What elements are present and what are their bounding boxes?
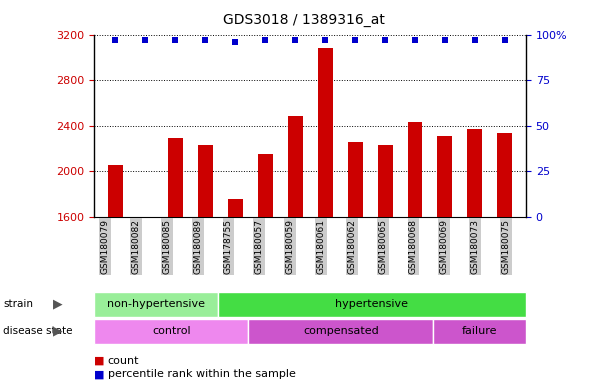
Bar (258, 154, 272, 217)
Text: GSM178755: GSM178755 (224, 219, 233, 274)
Bar (168, 138, 182, 217)
Text: GSM180068: GSM180068 (409, 219, 418, 274)
Bar (348, 142, 362, 217)
Text: ■: ■ (94, 356, 105, 366)
Point (111, 37, 120, 43)
Point (140, 37, 150, 43)
Text: GDS3018 / 1389316_at: GDS3018 / 1389316_at (223, 13, 385, 27)
Text: strain: strain (3, 299, 33, 310)
Bar (378, 145, 393, 217)
Text: GSM180085: GSM180085 (162, 219, 171, 274)
Point (200, 37, 210, 43)
Text: hypertensive: hypertensive (335, 299, 408, 310)
Text: GSM180082: GSM180082 (131, 219, 140, 274)
Point (380, 37, 390, 43)
Point (230, 39, 240, 45)
Text: non-hypertensive: non-hypertensive (107, 299, 205, 310)
Text: control: control (152, 326, 191, 336)
Text: disease state: disease state (3, 326, 72, 336)
Text: GSM180057: GSM180057 (255, 219, 264, 274)
Point (290, 37, 300, 43)
Point (500, 37, 510, 43)
Point (350, 37, 360, 43)
Text: GSM180069: GSM180069 (440, 219, 449, 274)
Bar (407, 122, 423, 217)
Point (320, 37, 330, 43)
Point (260, 37, 270, 43)
Text: ▶: ▶ (53, 325, 63, 338)
Point (410, 37, 420, 43)
Text: GSM180073: GSM180073 (471, 219, 480, 274)
Text: ▶: ▶ (53, 298, 63, 311)
Bar (468, 129, 483, 217)
Bar (438, 136, 452, 217)
Point (170, 37, 180, 43)
Text: GSM180061: GSM180061 (317, 219, 325, 274)
Bar (108, 164, 123, 217)
Bar (288, 116, 303, 217)
Text: GSM180065: GSM180065 (378, 219, 387, 274)
Bar (497, 132, 513, 217)
Bar (317, 48, 333, 217)
Text: GSM180089: GSM180089 (193, 219, 202, 274)
Bar (198, 145, 213, 217)
Text: GSM180079: GSM180079 (101, 219, 109, 274)
Text: percentile rank within the sample: percentile rank within the sample (108, 369, 295, 379)
Text: ■: ■ (94, 369, 105, 379)
Point (470, 37, 480, 43)
Text: failure: failure (462, 326, 497, 336)
Point (440, 37, 450, 43)
Text: GSM180062: GSM180062 (347, 219, 356, 274)
Text: compensated: compensated (303, 326, 379, 336)
Text: GSM180059: GSM180059 (286, 219, 295, 274)
Text: count: count (108, 356, 139, 366)
Bar (227, 199, 243, 217)
Text: GSM180075: GSM180075 (502, 219, 511, 274)
